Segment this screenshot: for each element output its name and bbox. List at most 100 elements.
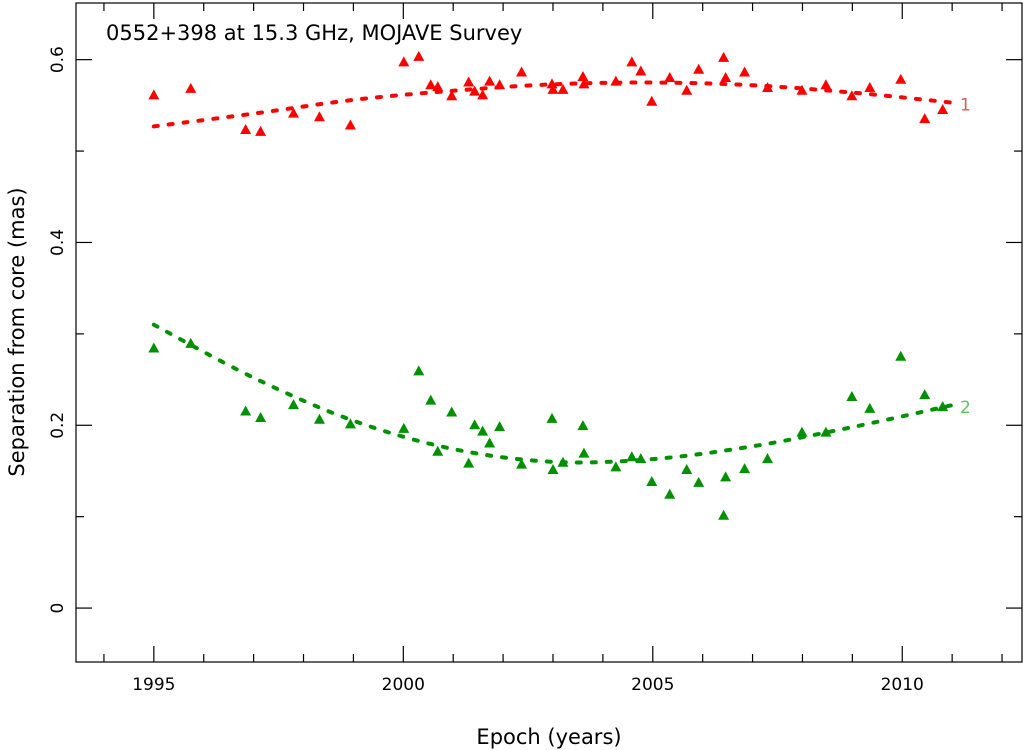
data-point-series-2 — [288, 399, 300, 410]
data-point-series-2 — [646, 475, 658, 486]
fit-curve-2 — [151, 322, 955, 465]
y-tick-labels: 0 0.2 0.4 0.6 — [48, 46, 68, 613]
data-point-series-1 — [398, 56, 410, 67]
data-point-series-1 — [720, 71, 732, 82]
data-point-series-1 — [240, 124, 252, 135]
data-point-series-1 — [313, 111, 325, 122]
data-point-series-1 — [796, 84, 808, 95]
data-point-series-2 — [477, 425, 489, 436]
data-point-series-1 — [494, 79, 506, 90]
series-label-1: 1 — [960, 96, 971, 116]
x-tick-label: 2005 — [631, 675, 674, 695]
data-point-series-1 — [477, 89, 489, 100]
data-point-series-1 — [344, 119, 356, 130]
data-point-series-1 — [864, 82, 876, 93]
y-tick-label: 0.2 — [48, 412, 68, 439]
data-point-series-2 — [313, 413, 325, 424]
data-point-series-2 — [937, 400, 949, 411]
data-point-series-2 — [425, 394, 437, 405]
x-tick-labels: 1995 2000 2005 2010 — [132, 675, 924, 695]
data-point-series-1 — [739, 66, 751, 77]
data-point-series-2 — [739, 463, 751, 474]
data-point-series-2 — [577, 420, 589, 431]
data-point-series-1 — [919, 113, 931, 124]
data-point-series-2 — [494, 421, 506, 432]
x-tick-label: 1995 — [132, 675, 175, 695]
y-tick-label: 0 — [48, 603, 68, 614]
data-point-series-2 — [895, 350, 907, 361]
data-point-series-2 — [255, 411, 267, 422]
data-point-series-2 — [846, 390, 858, 401]
data-point-series-2 — [762, 453, 774, 464]
data-point-series-2 — [484, 437, 496, 448]
data-point-series-2 — [148, 342, 160, 353]
data-point-series-2 — [344, 418, 356, 429]
data-point-series-1 — [762, 82, 774, 93]
data-point-series-1 — [820, 79, 832, 90]
data-point-series-2 — [413, 365, 425, 376]
data-point-series-2 — [469, 419, 481, 430]
data-point-series-1 — [610, 75, 622, 86]
data-point-series-1 — [185, 82, 197, 93]
data-point-series-2 — [796, 426, 808, 437]
data-point-series-1 — [578, 78, 590, 89]
data-point-series-1 — [516, 66, 528, 77]
data-point-series-1 — [547, 83, 559, 94]
data-point-series-1 — [288, 107, 300, 118]
data-point-series-2 — [446, 406, 458, 417]
data-point-series-2 — [557, 456, 569, 467]
data-point-series-1 — [463, 76, 475, 87]
data-point-series-2 — [432, 445, 444, 456]
data-point-series-1 — [635, 65, 647, 76]
y-tick-label: 0.6 — [48, 46, 68, 73]
data-point-series-2 — [718, 509, 730, 520]
data-point-series-1 — [413, 50, 425, 61]
y-axis-label: Separation from core (mas) — [5, 187, 29, 476]
series-labels: 12 — [960, 96, 971, 419]
data-point-series-2 — [610, 461, 622, 472]
data-point-series-1 — [425, 79, 437, 90]
data-point-series-1 — [484, 75, 496, 86]
data-point-series-1 — [681, 84, 693, 95]
data-point-series-2 — [919, 389, 931, 400]
data-point-series-2 — [516, 458, 528, 469]
x-axis-label: Epoch (years) — [476, 725, 621, 749]
data-point-series-1 — [846, 90, 858, 101]
data-point-series-2 — [398, 422, 410, 433]
data-point-series-2 — [578, 447, 590, 458]
data-point-series-1 — [446, 90, 458, 101]
data-point-series-1 — [255, 125, 267, 136]
data-point-series-1 — [937, 103, 949, 114]
data-point-series-1 — [664, 71, 676, 82]
y-tick-label: 0.4 — [48, 229, 68, 256]
data-point-series-1 — [577, 71, 589, 82]
axis-ticks — [76, 3, 1022, 662]
fit-curves — [151, 80, 955, 465]
data-point-series-1 — [432, 81, 444, 92]
x-tick-label: 2000 — [382, 675, 425, 695]
data-point-series-2 — [463, 457, 475, 468]
data-point-series-1 — [646, 95, 658, 106]
data-point-series-1 — [557, 83, 569, 94]
fit-curve-1 — [151, 80, 955, 129]
data-point-series-1 — [718, 51, 730, 62]
data-point-series-2 — [547, 464, 559, 475]
data-point-series-2 — [864, 402, 876, 413]
data-point-series-1 — [469, 85, 481, 96]
chart-title: 0552+398 at 15.3 GHz, MOJAVE Survey — [106, 21, 522, 45]
plot-frame — [75, 2, 1023, 663]
data-point-series-1 — [148, 89, 160, 100]
data-point-series-1 — [693, 63, 705, 74]
series-label-2: 2 — [960, 398, 971, 418]
data-point-series-2 — [820, 426, 832, 437]
data-point-series-1 — [546, 78, 558, 89]
data-point-series-1 — [626, 56, 638, 67]
data-point-series-2 — [240, 405, 252, 416]
data-point-series-2 — [635, 453, 647, 464]
data-point-series-2 — [626, 451, 638, 462]
data-points — [148, 50, 949, 520]
x-tick-label: 2010 — [881, 675, 924, 695]
data-point-series-2 — [664, 488, 676, 499]
data-point-series-2 — [681, 464, 693, 475]
